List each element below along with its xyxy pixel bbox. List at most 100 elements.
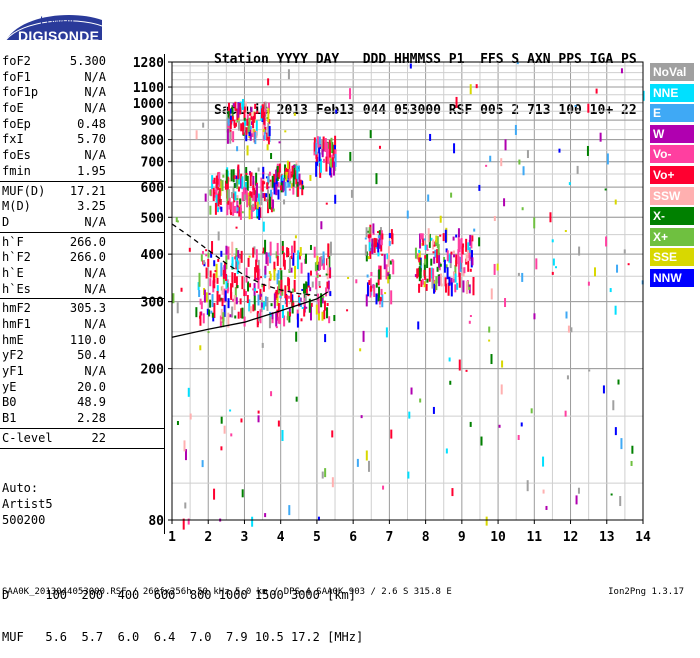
echo-mark	[203, 289, 206, 303]
echo-mark	[252, 181, 255, 191]
echo-mark	[430, 237, 433, 241]
echo-mark	[315, 277, 318, 290]
noise-echo-mark	[568, 182, 571, 186]
echo-mark	[419, 233, 422, 249]
echo-mark	[252, 247, 255, 258]
echo-mark	[220, 250, 223, 257]
echo-mark	[290, 292, 293, 303]
noise-echo-mark	[498, 424, 501, 428]
noise-echo-mark	[316, 255, 319, 265]
echo-mark	[419, 259, 422, 266]
echo-mark	[222, 312, 225, 328]
echo-mark	[267, 108, 270, 123]
echo-mark	[252, 175, 255, 185]
echo-mark	[460, 248, 463, 263]
echo-mark	[259, 276, 262, 279]
echo-mark	[203, 262, 206, 267]
echo-mark	[327, 243, 330, 258]
y-tick-label: 900	[141, 114, 165, 129]
logo-bottom-text: DIGISONDE	[18, 28, 100, 44]
echo-mark	[217, 207, 220, 213]
echo-mark	[320, 293, 323, 308]
noise-echo-mark	[475, 84, 478, 89]
echo-mark	[199, 298, 202, 305]
echo-mark	[211, 175, 214, 190]
noise-echo-mark	[642, 90, 645, 101]
echo-mark	[220, 262, 223, 277]
echo-mark	[438, 252, 441, 268]
echo-mark	[229, 202, 232, 215]
noise-echo-mark	[320, 221, 323, 230]
param-value: 1.95	[77, 163, 106, 178]
echo-mark	[253, 295, 256, 311]
echo-mark	[217, 193, 220, 207]
echo-mark	[291, 165, 294, 173]
noise-echo-mark	[588, 369, 591, 372]
echo-mark	[448, 276, 451, 286]
noise-echo-mark	[623, 249, 626, 254]
echo-mark	[201, 250, 204, 254]
echo-mark	[235, 276, 238, 289]
echo-mark	[368, 242, 371, 252]
echo-mark	[450, 251, 453, 255]
echo-mark	[325, 156, 328, 172]
noise-echo-mark	[522, 166, 525, 176]
echo-mark	[316, 273, 319, 279]
param-row: h`Es N/A	[0, 282, 164, 298]
x-tick-label: 8	[422, 530, 430, 545]
noise-echo-mark	[542, 489, 545, 494]
echo-mark	[252, 115, 255, 123]
echo-mark	[431, 267, 434, 279]
noise-echo-mark	[235, 226, 238, 229]
y-tick-label: 800	[141, 134, 165, 149]
noise-echo-mark	[424, 244, 427, 250]
param-value: 20.0	[77, 379, 106, 394]
param-label: M(D)	[2, 199, 31, 214]
noise-echo-mark	[552, 258, 555, 266]
legend-item: W	[650, 124, 694, 143]
echo-mark	[216, 178, 219, 185]
param-value: 22	[91, 430, 106, 445]
noise-echo-mark	[243, 194, 246, 201]
echo-mark	[250, 107, 253, 113]
echo-mark	[462, 280, 465, 293]
echo-mark	[218, 171, 221, 187]
noise-echo-mark	[545, 505, 548, 510]
noise-echo-mark	[355, 279, 358, 284]
param-label: B1	[2, 411, 17, 426]
legend-item: SSW	[650, 186, 694, 205]
noise-echo-mark	[324, 334, 327, 343]
noise-echo-mark	[187, 518, 190, 525]
echo-mark	[238, 258, 241, 269]
echo-mark	[254, 288, 257, 292]
echo-mark	[423, 238, 426, 241]
echo-mark	[317, 298, 320, 314]
noise-echo-mark	[587, 281, 590, 286]
echo-mark	[305, 306, 308, 309]
echo-mark	[232, 131, 235, 143]
noise-echo-mark	[493, 216, 496, 222]
echo-mark	[334, 145, 337, 153]
noise-echo-mark	[324, 468, 327, 478]
echo-mark	[420, 279, 423, 287]
echo-mark	[245, 127, 248, 136]
param-row: MUF(D) 17.21	[0, 184, 164, 200]
echo-mark	[467, 260, 470, 272]
echo-mark	[216, 285, 219, 294]
echo-mark	[230, 113, 233, 116]
echo-mark	[266, 182, 269, 190]
noise-echo-mark	[575, 495, 578, 505]
echo-mark	[247, 121, 250, 126]
noise-echo-mark	[279, 295, 282, 298]
echo-mark	[424, 258, 427, 265]
y-tick-label: 1280	[133, 56, 164, 71]
echo-mark	[249, 306, 252, 314]
echo-mark	[325, 287, 328, 297]
param-label: hmF1	[2, 317, 31, 331]
echo-mark	[239, 207, 242, 220]
param-row: D N/A	[0, 215, 164, 231]
noise-echo-mark	[514, 124, 517, 135]
echo-mark	[253, 187, 256, 195]
noise-echo-mark	[480, 436, 483, 446]
echo-mark	[252, 118, 255, 129]
